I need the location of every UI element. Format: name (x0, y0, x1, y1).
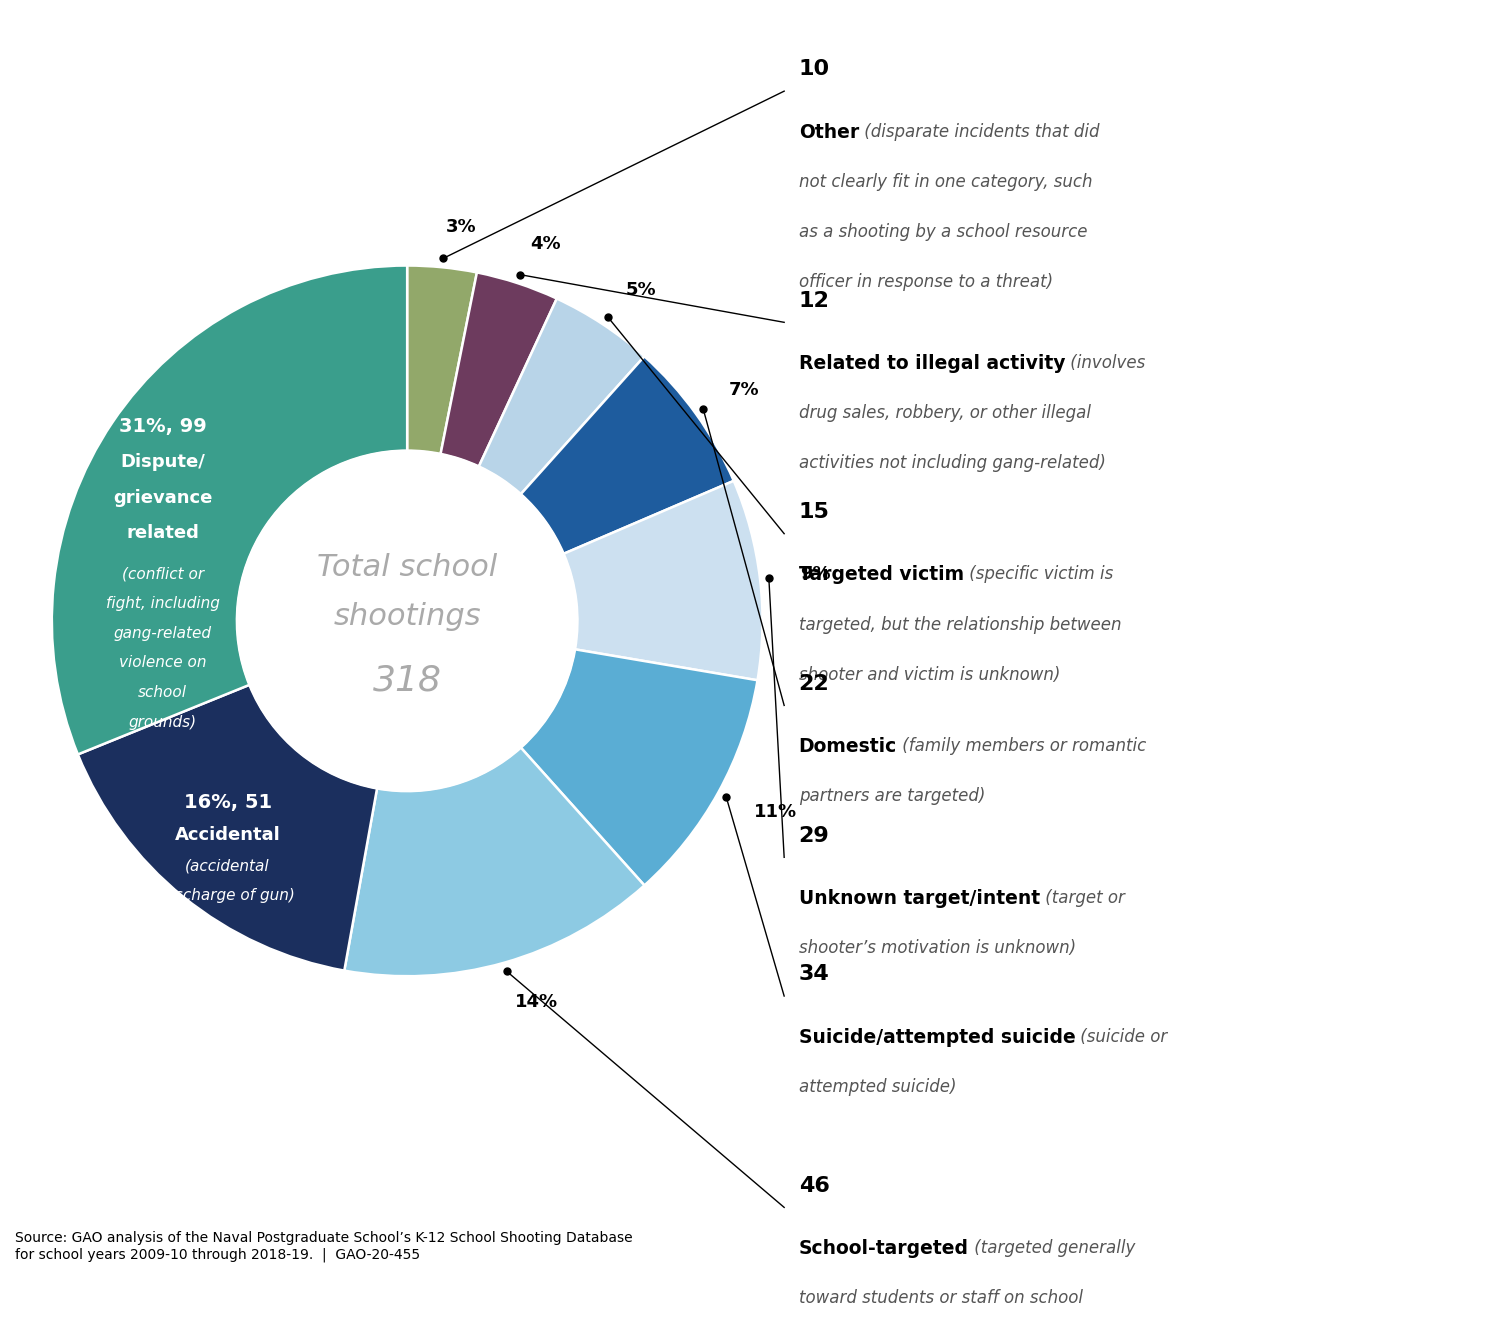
Text: (specific victim is: (specific victim is (964, 565, 1113, 584)
Text: (suicide or: (suicide or (1075, 1028, 1167, 1046)
Text: (accidental: (accidental (185, 859, 270, 873)
Wedge shape (344, 748, 644, 976)
Text: (disparate incidents that did: (disparate incidents that did (860, 123, 1099, 141)
Text: Source: GAO analysis of the Naval Postgraduate School’s K-12 School Shooting Dat: Source: GAO analysis of the Naval Postgr… (15, 1231, 633, 1262)
Wedge shape (78, 684, 377, 971)
Text: shooter’s motivation is unknown): shooter’s motivation is unknown) (799, 939, 1075, 958)
Text: 318: 318 (372, 663, 442, 697)
Text: officer in response to a threat): officer in response to a threat) (799, 273, 1053, 292)
Wedge shape (520, 357, 734, 553)
Text: Targeted victim: Targeted victim (799, 565, 964, 584)
Text: 22: 22 (799, 674, 829, 694)
Text: shootings: shootings (333, 602, 481, 631)
Text: 4%: 4% (531, 235, 561, 254)
Text: School-targeted: School-targeted (799, 1239, 968, 1258)
Text: (family members or romantic: (family members or romantic (897, 737, 1146, 756)
Text: Accidental: Accidental (175, 826, 280, 844)
Text: 7%: 7% (728, 380, 760, 399)
Text: 15: 15 (799, 502, 829, 522)
Text: grounds): grounds) (128, 715, 198, 729)
Text: 46: 46 (799, 1176, 829, 1196)
Text: 11%: 11% (754, 803, 798, 822)
Wedge shape (407, 266, 477, 454)
Text: Suicide/attempted suicide: Suicide/attempted suicide (799, 1028, 1075, 1046)
Text: fight, including: fight, including (106, 596, 220, 612)
Text: Other: Other (799, 123, 860, 141)
Text: targeted, but the relationship between: targeted, but the relationship between (799, 616, 1120, 634)
Text: (conflict or: (conflict or (122, 567, 204, 581)
Text: 14%: 14% (516, 993, 558, 1011)
Text: drug sales, robbery, or other illegal: drug sales, robbery, or other illegal (799, 404, 1090, 423)
Text: 34: 34 (799, 964, 829, 984)
Text: 9%: 9% (801, 565, 831, 583)
Text: 29: 29 (799, 826, 829, 845)
Wedge shape (440, 272, 556, 466)
Text: (targeted generally: (targeted generally (968, 1239, 1136, 1258)
Text: Unknown target/intent: Unknown target/intent (799, 889, 1039, 908)
Text: activities not including gang-related): activities not including gang-related) (799, 454, 1105, 473)
Text: grievance: grievance (113, 489, 213, 507)
Text: (target or: (target or (1039, 889, 1125, 908)
Text: not clearly fit in one category, such: not clearly fit in one category, such (799, 173, 1092, 192)
Text: 12: 12 (799, 291, 829, 310)
Text: school: school (139, 686, 187, 700)
Text: as a shooting by a school resource: as a shooting by a school resource (799, 223, 1087, 242)
Text: 31%, 99: 31%, 99 (119, 417, 207, 436)
Text: Domestic: Domestic (799, 737, 897, 756)
Circle shape (237, 450, 578, 791)
Text: 10: 10 (799, 59, 829, 79)
Text: attempted suicide): attempted suicide) (799, 1078, 956, 1096)
Wedge shape (480, 299, 644, 494)
Text: related: related (127, 524, 199, 543)
Wedge shape (520, 650, 757, 885)
Text: toward students or staff on school: toward students or staff on school (799, 1289, 1083, 1308)
Text: partners are targeted): partners are targeted) (799, 787, 985, 806)
Text: Total school: Total school (317, 553, 498, 583)
Wedge shape (564, 481, 763, 680)
Text: gang-related: gang-related (113, 626, 211, 641)
Text: 5%: 5% (626, 281, 656, 300)
Wedge shape (51, 266, 407, 754)
Text: Related to illegal activity: Related to illegal activity (799, 354, 1065, 373)
Text: violence on: violence on (119, 655, 207, 670)
Text: 3%: 3% (446, 218, 477, 235)
Text: 16%, 51: 16%, 51 (184, 794, 271, 812)
Text: discharge of gun): discharge of gun) (161, 888, 294, 904)
Text: shooter and victim is unknown): shooter and victim is unknown) (799, 666, 1060, 684)
Text: Dispute/: Dispute/ (121, 453, 205, 472)
Text: (involves: (involves (1065, 354, 1146, 373)
